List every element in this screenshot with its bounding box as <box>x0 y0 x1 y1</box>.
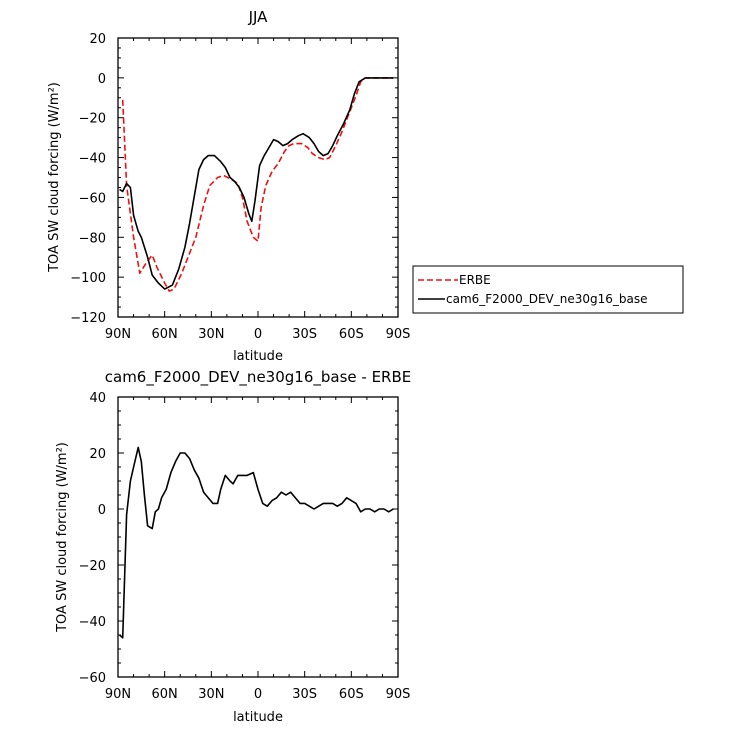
bottom-x-tick-label: 90N <box>105 687 131 702</box>
top-y-tick-label: 0 <box>98 72 106 87</box>
top-x-tick-label: 90S <box>386 327 411 342</box>
bottom-y-tick-label: 0 <box>98 503 106 518</box>
bottom-x-tick-label: 30S <box>292 687 317 702</box>
top-x-ticks: 90N 60N 30N 0 30S 60S 90S <box>105 38 411 342</box>
top-x-tick-label: 30S <box>292 327 317 342</box>
bottom-y-tick-label: 40 <box>89 391 106 406</box>
bottom-x-tick-label: 60S <box>339 687 364 702</box>
bottom-y-axis-title: TOA SW cloud forcing (W/m²) <box>55 442 70 633</box>
bottom-x-ticks: 90N 60N 30N 0 30S 60S 90S <box>105 397 411 702</box>
top-y-ticks: −120 −100 −80 −60 −40 −20 0 20 <box>70 32 398 326</box>
top-x-tick-label: 60S <box>339 327 364 342</box>
bottom-plot-title: cam6_F2000_DEV_ne30g16_base - ERBE <box>105 368 412 387</box>
bottom-series-lines <box>119 446 394 639</box>
top-x-tick-label: 90N <box>105 327 131 342</box>
top-y-tick-label: −40 <box>79 152 106 167</box>
top-series-line-1 <box>119 77 394 290</box>
top-y-axis-title: TOA SW cloud forcing (W/m²) <box>47 82 62 273</box>
bottom-x-tick-label: 0 <box>254 687 262 702</box>
top-y-tick-label: −20 <box>79 112 106 127</box>
top-series-lines <box>119 77 394 292</box>
bottom-plot-frame <box>117 396 399 678</box>
bottom-x-axis-title: latitude <box>233 710 283 725</box>
top-x-tick-label: 0 <box>254 327 262 342</box>
bottom-y-ticks: −60 −40 −20 0 20 40 <box>79 391 398 686</box>
bottom-x-tick-label: 30N <box>198 687 224 702</box>
bottom-panel: cam6_F2000_DEV_ne30g16_base - ERBE 90N 60… <box>55 368 411 725</box>
top-series-line-0 <box>121 77 394 292</box>
top-y-tick-label: −100 <box>70 271 106 286</box>
top-x-tick-label: 60N <box>152 327 178 342</box>
top-y-tick-label: 20 <box>89 32 106 47</box>
bottom-y-tick-label: −20 <box>79 559 106 574</box>
bottom-x-tick-label: 60N <box>152 687 178 702</box>
bottom-y-tick-label: −40 <box>79 615 106 630</box>
bottom-y-tick-label: 20 <box>89 447 106 462</box>
bottom-y-tick-label: −60 <box>79 671 106 686</box>
bottom-series-line-0 <box>119 446 394 639</box>
top-y-tick-label: −80 <box>79 231 106 246</box>
top-y-tick-label: −60 <box>79 191 106 206</box>
top-y-tick-label: −120 <box>70 311 106 326</box>
top-x-tick-label: 30N <box>198 327 224 342</box>
top-plot-title: JJA <box>248 8 269 26</box>
legend: ERBE cam6_F2000_DEV_ne30g16_base <box>412 265 684 314</box>
legend-erbe-label: ERBE <box>459 273 491 287</box>
bottom-x-tick-label: 90S <box>386 687 411 702</box>
top-panel: JJA 90N 60N 30N 0 30S 60S 90S −120 −100 −80 −60 −4… <box>47 8 410 364</box>
top-x-axis-title: latitude <box>233 349 283 364</box>
legend-box <box>412 265 684 314</box>
legend-model-label: cam6_F2000_DEV_ne30g16_base <box>446 292 648 306</box>
